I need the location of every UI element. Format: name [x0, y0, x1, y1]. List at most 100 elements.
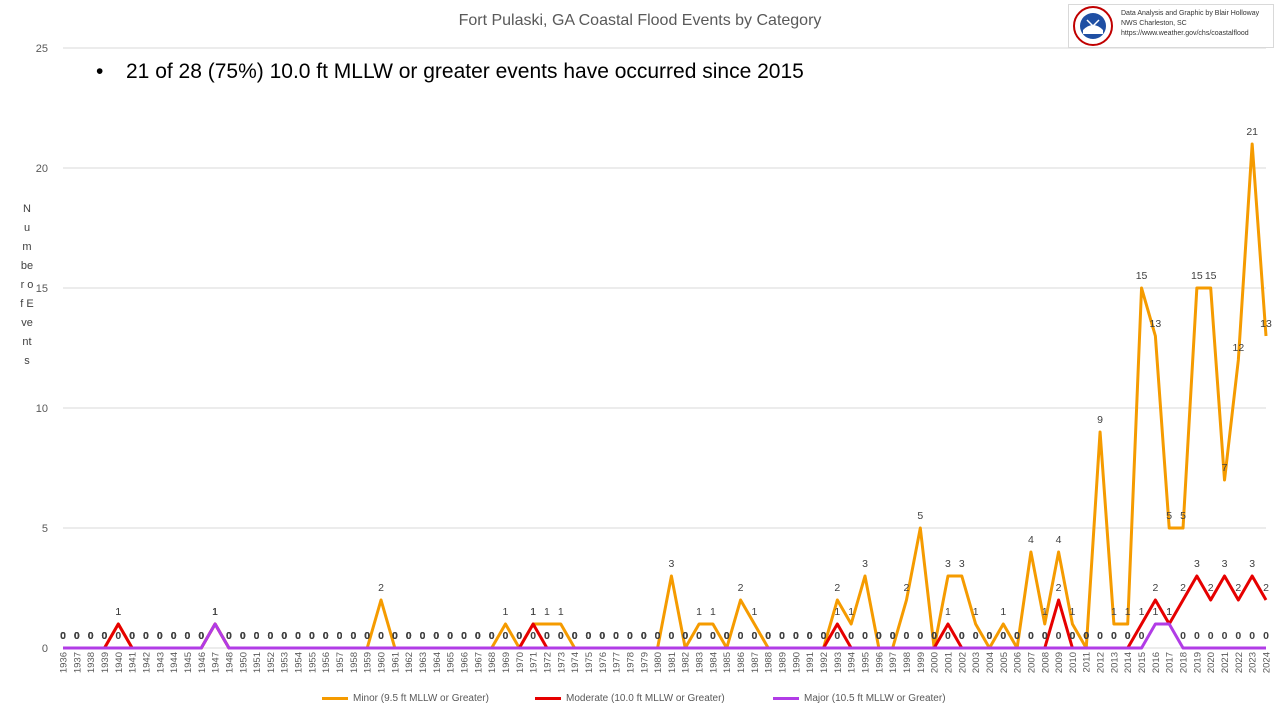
- x-tick-label: 2011: [1082, 652, 1093, 672]
- data-label: 1: [1139, 606, 1145, 618]
- data-label: 0: [862, 630, 868, 642]
- data-label: 0: [171, 630, 177, 642]
- data-label: 0: [751, 630, 757, 642]
- data-label: 0: [350, 630, 356, 642]
- data-label: 0: [613, 630, 619, 642]
- bullet-icon: •: [96, 60, 104, 83]
- data-label: 0: [461, 630, 467, 642]
- data-label: 0: [433, 630, 439, 642]
- legend-swatch-moderate: [535, 697, 561, 700]
- data-label: 0: [447, 630, 453, 642]
- x-tick-label: 1964: [432, 652, 443, 673]
- data-label: 0: [959, 630, 965, 642]
- data-label: 1: [1000, 606, 1006, 618]
- data-label: 0: [406, 630, 412, 642]
- data-label: 0: [129, 630, 135, 642]
- data-label: 0: [613, 630, 619, 642]
- data-label: 0: [267, 630, 273, 642]
- data-label: 0: [1097, 630, 1103, 642]
- data-label: 0: [337, 630, 343, 642]
- x-tick-label: 1945: [183, 652, 194, 673]
- series-line-minor: [63, 142, 1268, 650]
- data-label: 0: [987, 630, 993, 642]
- data-label: 0: [931, 630, 937, 642]
- data-label: 0: [295, 630, 301, 642]
- data-label: 0: [724, 630, 730, 642]
- data-label: 0: [1028, 630, 1034, 642]
- data-label: 0: [710, 630, 716, 642]
- x-tick-label: 2001: [943, 652, 954, 673]
- data-label: 0: [890, 630, 896, 642]
- data-label: 0: [323, 630, 329, 642]
- data-label: 1: [1069, 606, 1075, 618]
- data-label: 2: [1263, 582, 1269, 594]
- data-label: 0: [461, 630, 467, 642]
- x-tick-label: 1997: [888, 652, 899, 673]
- data-label: 0: [309, 630, 315, 642]
- x-tick-label: 1973: [556, 652, 567, 673]
- data-label: 3: [1222, 558, 1228, 570]
- data-label: 1: [115, 606, 121, 618]
- x-tick-label: 1961: [390, 652, 401, 673]
- data-label: 0: [876, 630, 882, 642]
- data-label: 0: [489, 630, 495, 642]
- x-tick-label: 1989: [778, 652, 789, 673]
- data-label: 0: [544, 630, 550, 642]
- data-label: 0: [254, 630, 260, 642]
- data-label: 0: [586, 630, 592, 642]
- x-tick-label: 1947: [211, 652, 222, 673]
- data-label: 0: [765, 630, 771, 642]
- data-label: 3: [959, 558, 965, 570]
- data-label: 5: [1166, 510, 1172, 522]
- x-tick-label: 1968: [487, 652, 498, 673]
- data-label: 0: [945, 630, 951, 642]
- data-label: 0: [696, 630, 702, 642]
- data-label: 0: [198, 630, 204, 642]
- data-label: 0: [1083, 630, 1089, 642]
- data-label: 13: [1260, 318, 1272, 330]
- x-tick-label: 1990: [791, 652, 802, 673]
- data-label: 0: [890, 630, 896, 642]
- data-label: 0: [392, 630, 398, 642]
- data-label: 4: [1028, 534, 1034, 546]
- data-label: 0: [1000, 630, 1006, 642]
- data-label: 0: [143, 630, 149, 642]
- data-label: 3: [1194, 558, 1200, 570]
- data-label: 0: [475, 630, 481, 642]
- data-label: 1: [212, 606, 218, 618]
- data-label: 0: [406, 630, 412, 642]
- data-label: 0: [862, 630, 868, 642]
- data-label: 0: [530, 630, 536, 642]
- data-label: 0: [793, 630, 799, 642]
- data-label: 2: [834, 582, 840, 594]
- noaa-nws-logo-icon: [1073, 6, 1113, 46]
- x-tick-label: 1937: [72, 652, 83, 673]
- x-tick-label: 2017: [1165, 652, 1176, 673]
- data-label: 0: [751, 630, 757, 642]
- data-label: 0: [503, 630, 509, 642]
- data-label: 0: [1069, 630, 1075, 642]
- data-label: 0: [392, 630, 398, 642]
- x-tick-label: 1972: [542, 652, 553, 673]
- data-label: 1: [530, 606, 536, 618]
- data-label: 0: [641, 630, 647, 642]
- data-label: 0: [1180, 630, 1186, 642]
- y-tick-label: 15: [36, 283, 48, 295]
- data-label: 0: [668, 630, 674, 642]
- data-label: 0: [489, 630, 495, 642]
- data-label: 0: [931, 630, 937, 642]
- x-tick-label: 2015: [1137, 652, 1148, 673]
- data-label: 0: [503, 630, 509, 642]
- data-label: 0: [406, 630, 412, 642]
- data-label: 0: [821, 630, 827, 642]
- x-tick-label: 2003: [971, 652, 982, 673]
- data-label: 0: [102, 630, 108, 642]
- data-label: 7: [1222, 462, 1228, 474]
- data-label: 0: [102, 630, 108, 642]
- data-label: 0: [572, 630, 578, 642]
- data-label: 0: [378, 630, 384, 642]
- data-label: 0: [931, 630, 937, 642]
- x-tick-label: 1988: [764, 652, 775, 673]
- x-tick-label: 2008: [1040, 652, 1051, 673]
